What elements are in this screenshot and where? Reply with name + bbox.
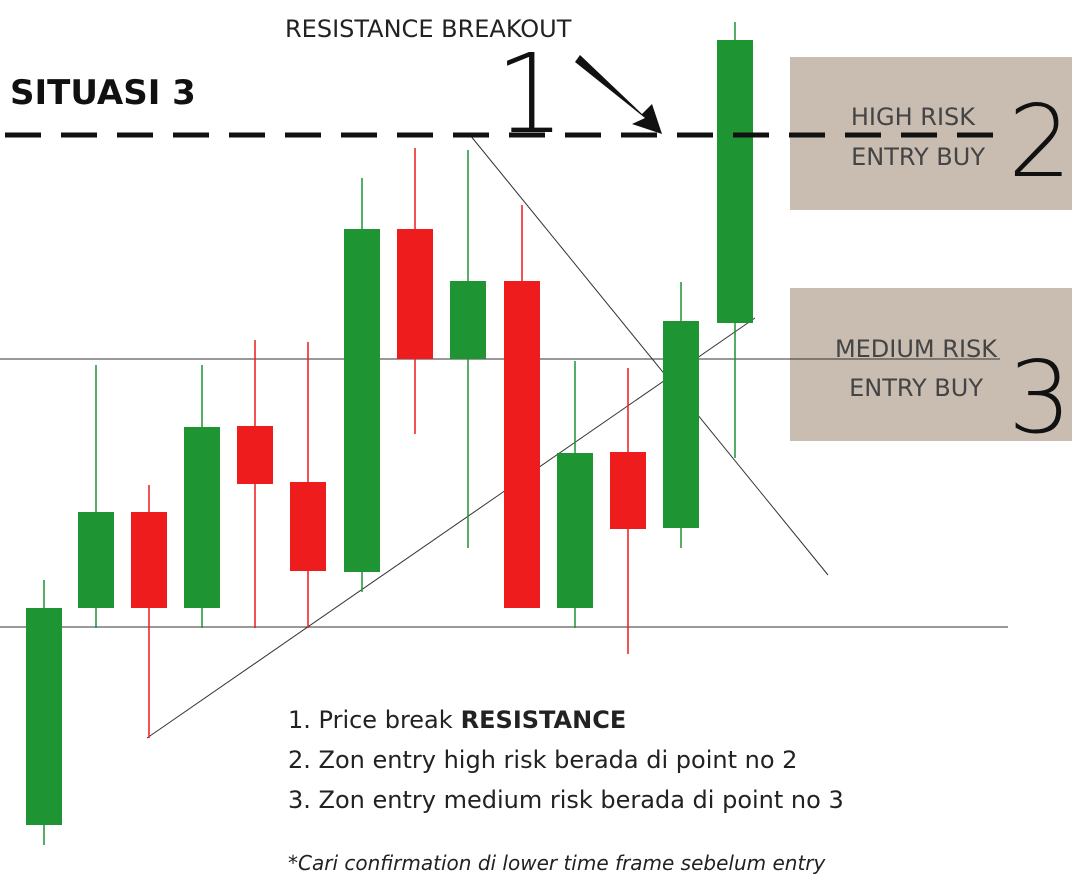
candle-body [344, 229, 380, 572]
zone-line: MEDIUM RISK [835, 335, 998, 363]
medium-risk-zone [790, 288, 1072, 441]
candle-body [663, 321, 699, 528]
title: SITUASI 3 [10, 73, 196, 113]
candle-body [557, 453, 593, 608]
candle-body [290, 482, 326, 571]
zone-line: ENTRY BUY [849, 374, 983, 402]
footnote: *Cari confirmation di lower time frame s… [288, 851, 827, 875]
breakout-label: RESISTANCE BREAKOUT [285, 15, 572, 43]
note-bold: RESISTANCE [461, 706, 627, 734]
note: 2. Zon entry high risk berada di point n… [288, 746, 797, 774]
note: 3. Zon entry medium risk berada di point… [288, 786, 844, 814]
zone-number: 3 [1008, 339, 1072, 456]
candle-body [610, 452, 646, 529]
candle-body [397, 229, 433, 359]
candle-body [717, 40, 753, 323]
candle-body [26, 608, 62, 825]
candle-body [78, 512, 114, 608]
zone-number: 2 [1008, 83, 1072, 200]
note-text: 1. Price break [288, 706, 453, 734]
trend-line [146, 317, 756, 739]
candle-body [450, 281, 486, 359]
point-number: 1 [495, 30, 565, 158]
arrow [575, 55, 662, 134]
candles [26, 22, 753, 845]
note: 1. Price break RESISTANCE [288, 706, 626, 734]
zone-line: HIGH RISK [851, 103, 976, 131]
trend-line [469, 134, 829, 576]
candle-body [237, 426, 273, 484]
candle-body [131, 512, 167, 608]
candle-body [504, 281, 540, 608]
candle-body [184, 427, 220, 608]
zone-line: ENTRY BUY [851, 143, 985, 171]
